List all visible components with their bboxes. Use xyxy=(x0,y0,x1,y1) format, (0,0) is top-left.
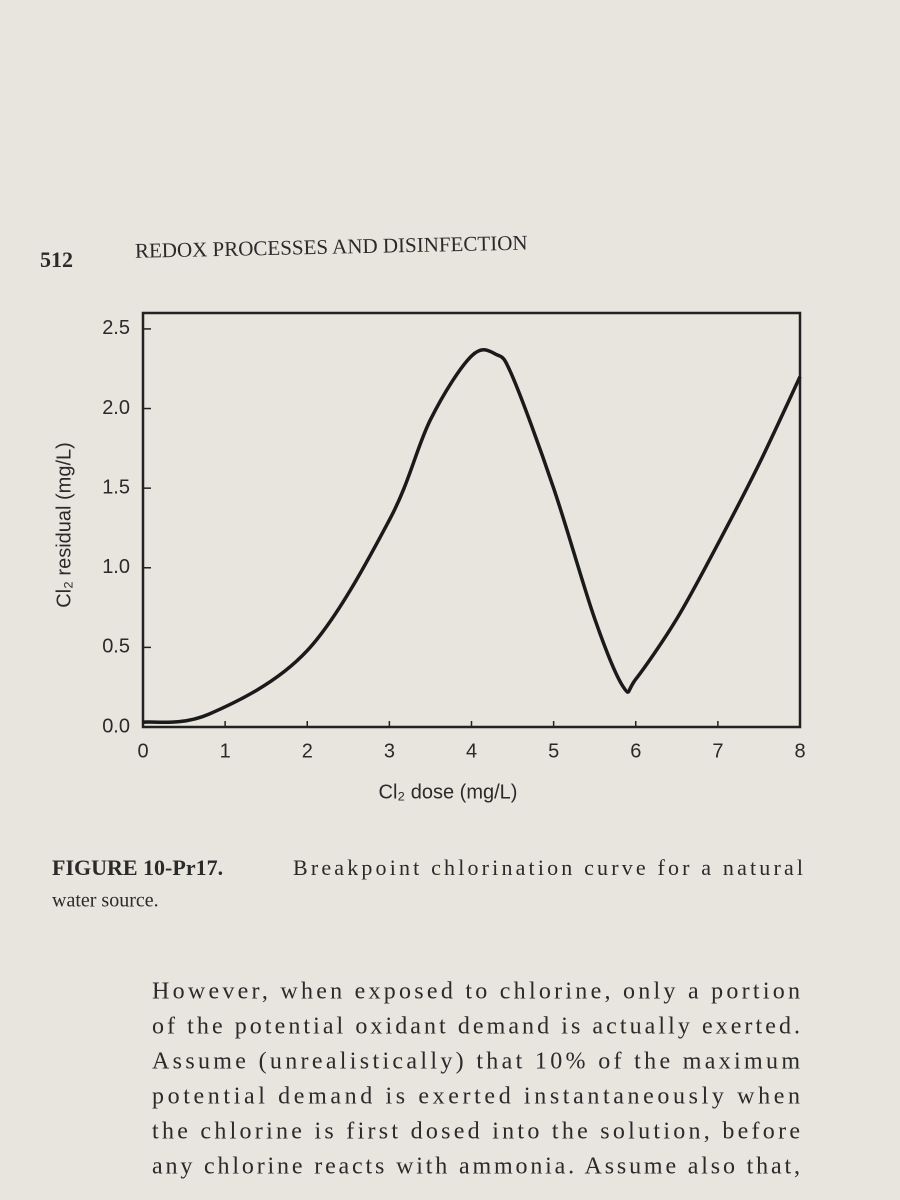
x-tick-label: 7 xyxy=(712,740,723,762)
x-tick-label: 3 xyxy=(384,740,395,762)
body-text-line: any chlorine reacts with ammonia. Assume… xyxy=(152,1154,800,1180)
caption-label: FIGURE 10-Pr17. xyxy=(52,855,223,880)
y-axis-label: Cl₂ residual (mg/L) xyxy=(53,442,75,608)
x-tick-label: 2 xyxy=(302,740,313,762)
x-tick-label: 4 xyxy=(466,740,477,762)
y-tick-label: 2.0 xyxy=(102,397,130,419)
x-tick-label: 0 xyxy=(137,740,148,762)
caption-text: Breakpoint chlorination curve for a natu… xyxy=(293,855,803,880)
x-axis-label: Cl₂ dose (mg/L) xyxy=(379,781,518,803)
body-text-line: the chlorine is first dosed into the sol… xyxy=(152,1119,800,1145)
caption-text: water source. xyxy=(52,890,159,912)
y-tick-label: 1.0 xyxy=(102,556,130,578)
y-tick-label: 1.5 xyxy=(102,476,130,498)
body-text-line: of the potential oxidant demand is actua… xyxy=(152,1014,800,1040)
body-text-line: potential demand is exerted instantaneou… xyxy=(152,1084,800,1110)
page-number: 512 xyxy=(40,247,73,272)
curve xyxy=(142,348,802,725)
y-tick-label: 0.0 xyxy=(102,715,130,737)
y-tick-label: 0.5 xyxy=(102,636,130,658)
y-tick-label: 2.5 xyxy=(102,317,130,339)
x-tick-label: 8 xyxy=(794,740,805,762)
body-text-line: Assume (unrealistically) that 10% of the… xyxy=(152,1049,800,1075)
x-tick-label: 6 xyxy=(630,740,641,762)
x-tick-label: 5 xyxy=(548,740,559,762)
x-tick-label: 1 xyxy=(220,740,231,762)
